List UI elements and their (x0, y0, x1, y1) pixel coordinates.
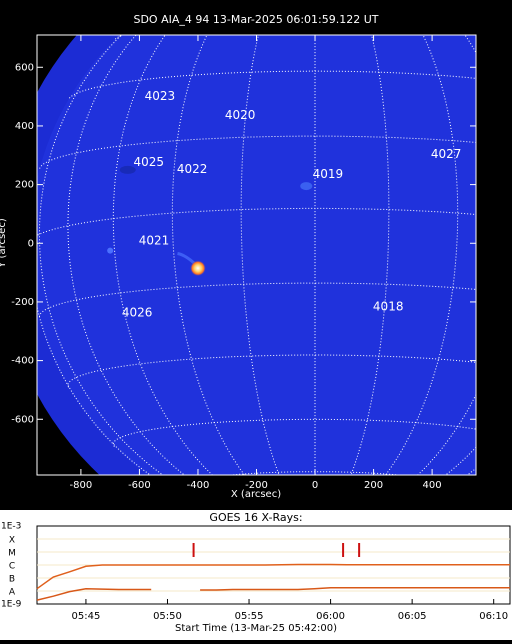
disk (37, 35, 476, 475)
image-title: SDO AIA_4 94 13-Mar-2025 06:01:59.122 UT (133, 13, 378, 26)
helio-grid (38, 282, 476, 317)
y-tick-label: 600 (15, 62, 34, 73)
blob (300, 182, 313, 191)
x-tick-label: 06:10 (479, 611, 508, 622)
y-tick-label: -200 (11, 297, 34, 308)
region-label: 4023 (145, 89, 176, 103)
blob (107, 247, 114, 254)
class-label: C (9, 562, 15, 572)
y-tick-label: 1E-9 (1, 600, 22, 610)
class-label: X (9, 536, 15, 546)
y-tick-label: -600 (11, 414, 34, 425)
class-label: A (9, 588, 16, 598)
helio-grid (37, 304, 152, 475)
x-tick-label: 05:45 (72, 611, 101, 622)
x-axis-label: X (arcsec) (231, 489, 281, 500)
region-label: 4026 (122, 306, 153, 320)
region-label: 4020 (225, 108, 256, 122)
goes-x-label: Start Time (13-Mar-25 05:42:00) (175, 623, 337, 634)
x-tick-label: 400 (423, 480, 442, 491)
region-label: 4018 (373, 300, 404, 314)
x-tick-label: 05:55 (235, 611, 264, 622)
solar-image (37, 35, 476, 475)
x-tick-label: -400 (187, 480, 210, 491)
region-label: 4025 (134, 155, 165, 169)
x-tick-label: 05:50 (153, 611, 182, 622)
y-tick-label: -400 (11, 356, 34, 367)
region-label: 4022 (177, 162, 208, 176)
class-label: B (9, 575, 15, 585)
region-label: 4027 (431, 147, 462, 161)
goes-panel-bg (0, 510, 512, 640)
class-label: M (8, 549, 16, 559)
y-tick-label: 200 (15, 180, 34, 191)
x-tick-label: -200 (245, 480, 268, 491)
x-tick-label: 06:00 (316, 611, 345, 622)
x-tick-label: 06:05 (398, 611, 427, 622)
x-tick-label: -600 (128, 480, 151, 491)
region-label: 4021 (139, 234, 170, 248)
x-tick-label: 200 (364, 480, 383, 491)
x-tick-label: 0 (312, 480, 318, 491)
flare (189, 260, 206, 277)
flux-line (36, 586, 510, 601)
y-tick-label: 400 (15, 121, 34, 132)
y-axis-label: Y (arcsec) (0, 218, 8, 269)
y-tick-label: 0 (28, 238, 34, 249)
goes-title: GOES 16 X-Rays: (209, 511, 302, 524)
blob (119, 165, 136, 174)
y-tick-label: 1E-3 (1, 522, 21, 532)
region-label: 4019 (313, 167, 344, 181)
x-tick-label: -800 (70, 480, 93, 491)
flux-line (36, 563, 510, 590)
